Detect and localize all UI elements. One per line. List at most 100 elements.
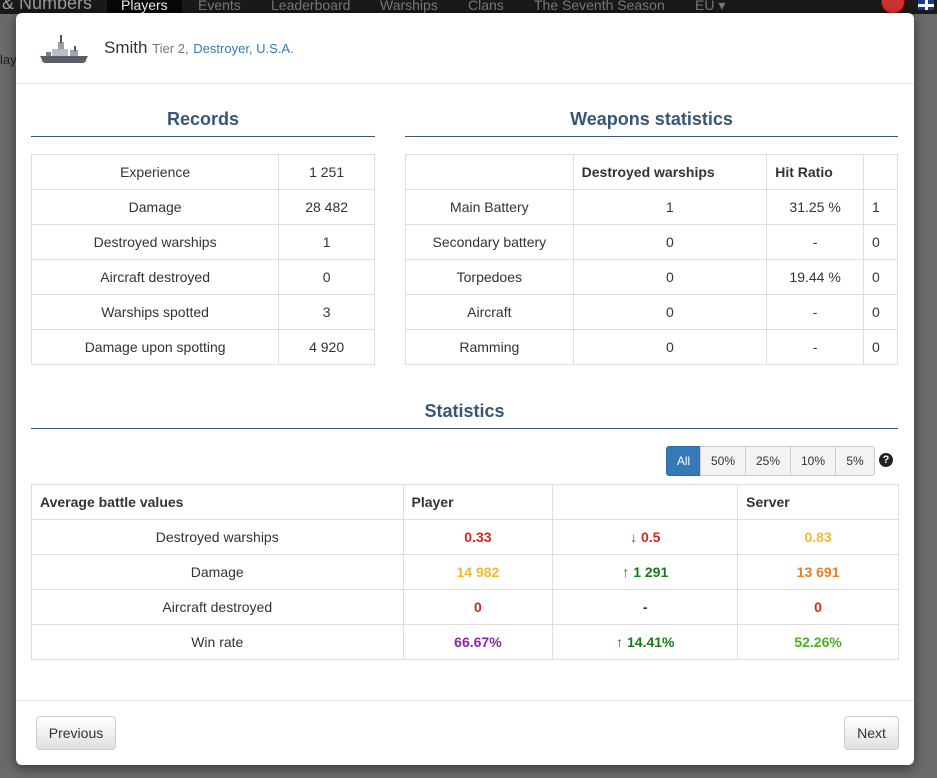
statistics-row: Aircraft destroyed 0-0 xyxy=(31,589,899,625)
weapon-destroyed: 0 xyxy=(572,329,768,365)
weapons-header-row: Destroyed warships Hit Ratio xyxy=(405,154,898,190)
ship-stats-modal: Smith Tier 2, Destroyer, U.S.A. Records … xyxy=(16,13,914,765)
stat-diff: - xyxy=(552,589,739,625)
statistics-row: Win rate 66.67% ↑ 14.41% 52.26% xyxy=(31,624,899,660)
records-table: Experience 1 251 Damage 28 482 Destroyed war… xyxy=(30,154,375,365)
ship-title: Smith Tier 2, Destroyer, U.S.A. xyxy=(104,38,294,58)
record-value: 0 xyxy=(278,259,375,295)
ship-icon xyxy=(40,35,88,63)
weapon-extra: 0 xyxy=(863,329,898,365)
stat-player-value: 0.33 xyxy=(402,519,554,555)
weapons-table: Destroyed warships Hit Ratio Main Batter… xyxy=(405,154,898,365)
weapon-label: Ramming xyxy=(405,329,574,365)
stat-diff: ↑ 14.41% xyxy=(552,624,739,660)
site-brand[interactable]: & Numbers xyxy=(2,0,93,13)
stat-diff-value: 14.41% xyxy=(627,634,675,650)
weapon-hit-ratio: - xyxy=(766,294,865,330)
record-value: 28 482 xyxy=(278,189,375,225)
nav-clans[interactable]: Clans xyxy=(468,0,504,13)
arrow-up-icon: ↑ xyxy=(616,634,623,650)
records-row: Aircraft destroyed 0 xyxy=(30,259,375,295)
weapon-extra: 1 xyxy=(863,189,898,225)
ship-tier: Tier 2, xyxy=(152,41,189,56)
stat-diff: ↑ 1 291 xyxy=(552,554,739,590)
weapons-row: Main Battery 1 31.25 % 1 xyxy=(405,189,898,225)
statistics-row: Destroyed warships 0.33 ↓ 0.5 0.83 xyxy=(31,519,899,555)
statistics-row: Damage 14 982 ↑ 1 291 13 691 xyxy=(31,554,899,590)
user-avatar-icon[interactable] xyxy=(881,0,905,14)
stat-player-value: 14 982 xyxy=(402,554,554,590)
weapon-label: Torpedoes xyxy=(405,259,574,295)
record-label: Experience xyxy=(30,154,280,190)
records-row: Damage 28 482 xyxy=(30,189,375,225)
stat-label: Aircraft destroyed xyxy=(31,589,404,625)
filter-50-button[interactable]: 50% xyxy=(700,446,746,476)
records-row: Warships spotted 3 xyxy=(30,294,375,330)
arrow-up-icon: ↑ xyxy=(622,564,630,580)
stat-label: Damage xyxy=(31,554,404,590)
statistics-table: Average battle values Player Server Dest… xyxy=(31,484,899,660)
weapon-destroyed: 0 xyxy=(572,224,768,260)
records-row: Experience 1 251 xyxy=(30,154,375,190)
stat-player-value: 0 xyxy=(402,589,554,625)
nav-players[interactable]: Players xyxy=(107,0,182,13)
nav-region-dropdown[interactable]: EU ▾ xyxy=(695,0,726,13)
weapon-extra: 0 xyxy=(863,224,898,260)
record-label: Destroyed warships xyxy=(30,224,280,260)
weapon-extra: 0 xyxy=(863,294,898,330)
stat-diff-value: 1 291 xyxy=(633,564,669,580)
nav-leaderboard[interactable]: Leaderboard xyxy=(271,0,351,13)
weapon-destroyed: 0 xyxy=(572,294,768,330)
weapons-row: Ramming 0-0 xyxy=(405,329,898,365)
ship-type-link[interactable]: Destroyer, U.S.A. xyxy=(193,41,294,56)
next-button[interactable]: Next xyxy=(844,716,899,750)
weapon-destroyed: 0 xyxy=(572,259,768,295)
stat-server-value: 0 xyxy=(737,589,899,625)
records-title: Records xyxy=(31,109,375,137)
weapon-hit-ratio: 19.44 % xyxy=(766,259,865,295)
weapons-row: Torpedoes 0 19.44 % 0 xyxy=(405,259,898,295)
weapon-label: Aircraft xyxy=(405,294,574,330)
weapon-hit-ratio: - xyxy=(766,329,865,365)
weapon-extra: 0 xyxy=(863,259,898,295)
records-row: Damage upon spotting 4 920 xyxy=(30,329,375,365)
nav-warships[interactable]: Warships xyxy=(380,0,438,13)
stat-diff: ↓ 0.5 xyxy=(552,519,739,555)
weapon-label: Secondary battery xyxy=(405,224,574,260)
stats-header-label: Average battle values xyxy=(31,484,404,520)
statistics-title: Statistics xyxy=(31,401,898,429)
weapons-row: Secondary battery 0-0 xyxy=(405,224,898,260)
record-value: 1 xyxy=(278,224,375,260)
record-label: Damage upon spotting xyxy=(30,329,280,365)
nav-seventh-season[interactable]: The Seventh Season xyxy=(534,0,665,13)
ship-name: Smith xyxy=(104,38,148,57)
weapons-title: Weapons statistics xyxy=(405,109,898,137)
filter-10-button[interactable]: 10% xyxy=(790,446,836,476)
modal-header: Smith Tier 2, Destroyer, U.S.A. xyxy=(16,13,914,84)
filter-5-button[interactable]: 5% xyxy=(835,446,875,476)
percentile-filter-group: All 50% 25% 10% 5% xyxy=(666,446,875,476)
weapons-row: Aircraft 0-0 xyxy=(405,294,898,330)
weapon-destroyed: 1 xyxy=(572,189,768,225)
stat-diff-value: 0.5 xyxy=(641,529,661,545)
record-value: 4 920 xyxy=(278,329,375,365)
background-text: lay xyxy=(0,52,17,67)
filter-25-button[interactable]: 25% xyxy=(745,446,791,476)
top-navbar: & Numbers Players Events Leaderboard War… xyxy=(0,0,937,14)
uk-flag-icon[interactable] xyxy=(918,0,934,10)
question-circle-icon[interactable]: ? xyxy=(879,453,893,467)
record-label: Damage xyxy=(30,189,280,225)
previous-button[interactable]: Previous xyxy=(36,716,116,750)
record-label: Warships spotted xyxy=(30,294,280,330)
statistics-header-row: Average battle values Player Server xyxy=(31,484,899,520)
stat-label: Win rate xyxy=(31,624,404,660)
filter-all-button[interactable]: All xyxy=(666,446,701,476)
stats-header-player: Player xyxy=(402,484,554,520)
record-label: Aircraft destroyed xyxy=(30,259,280,295)
stat-player-value: 66.67% xyxy=(402,624,554,660)
weapons-header-blank xyxy=(405,154,574,190)
weapons-header-destroyed: Destroyed warships xyxy=(572,154,768,190)
nav-events[interactable]: Events xyxy=(198,0,241,13)
stat-server-value: 0.83 xyxy=(737,519,899,555)
stat-server-value: 13 691 xyxy=(737,554,899,590)
